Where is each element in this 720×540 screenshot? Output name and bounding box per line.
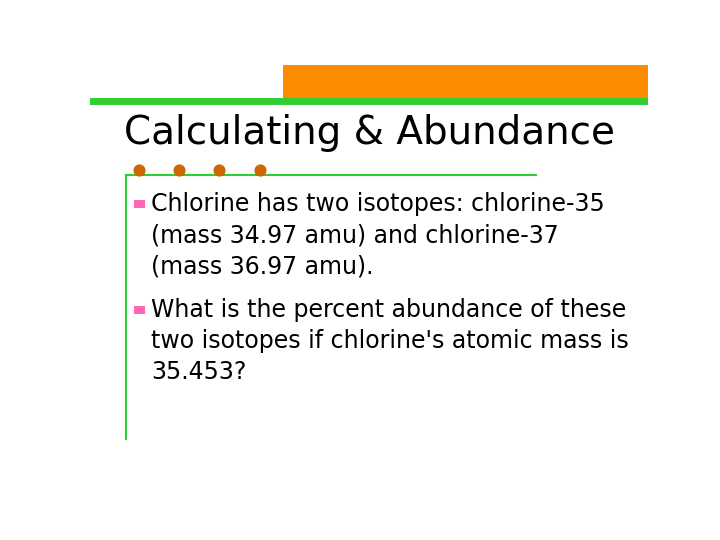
FancyBboxPatch shape <box>133 306 145 314</box>
Text: Chlorine has two isotopes: chlorine-35: Chlorine has two isotopes: chlorine-35 <box>151 192 605 216</box>
FancyBboxPatch shape <box>282 65 648 100</box>
Text: What is the percent abundance of these: What is the percent abundance of these <box>151 298 626 322</box>
Point <box>214 165 225 174</box>
FancyBboxPatch shape <box>133 200 145 208</box>
Point <box>133 165 145 174</box>
Text: (mass 36.97 amu).: (mass 36.97 amu). <box>151 254 374 279</box>
Text: Calculating & Abundance: Calculating & Abundance <box>124 114 614 152</box>
Text: two isotopes if chlorine's atomic mass is: two isotopes if chlorine's atomic mass i… <box>151 329 629 353</box>
Text: 35.453?: 35.453? <box>151 361 247 384</box>
Text: (mass 34.97 amu) and chlorine-37: (mass 34.97 amu) and chlorine-37 <box>151 223 559 247</box>
Point <box>254 165 266 174</box>
Point <box>174 165 185 174</box>
